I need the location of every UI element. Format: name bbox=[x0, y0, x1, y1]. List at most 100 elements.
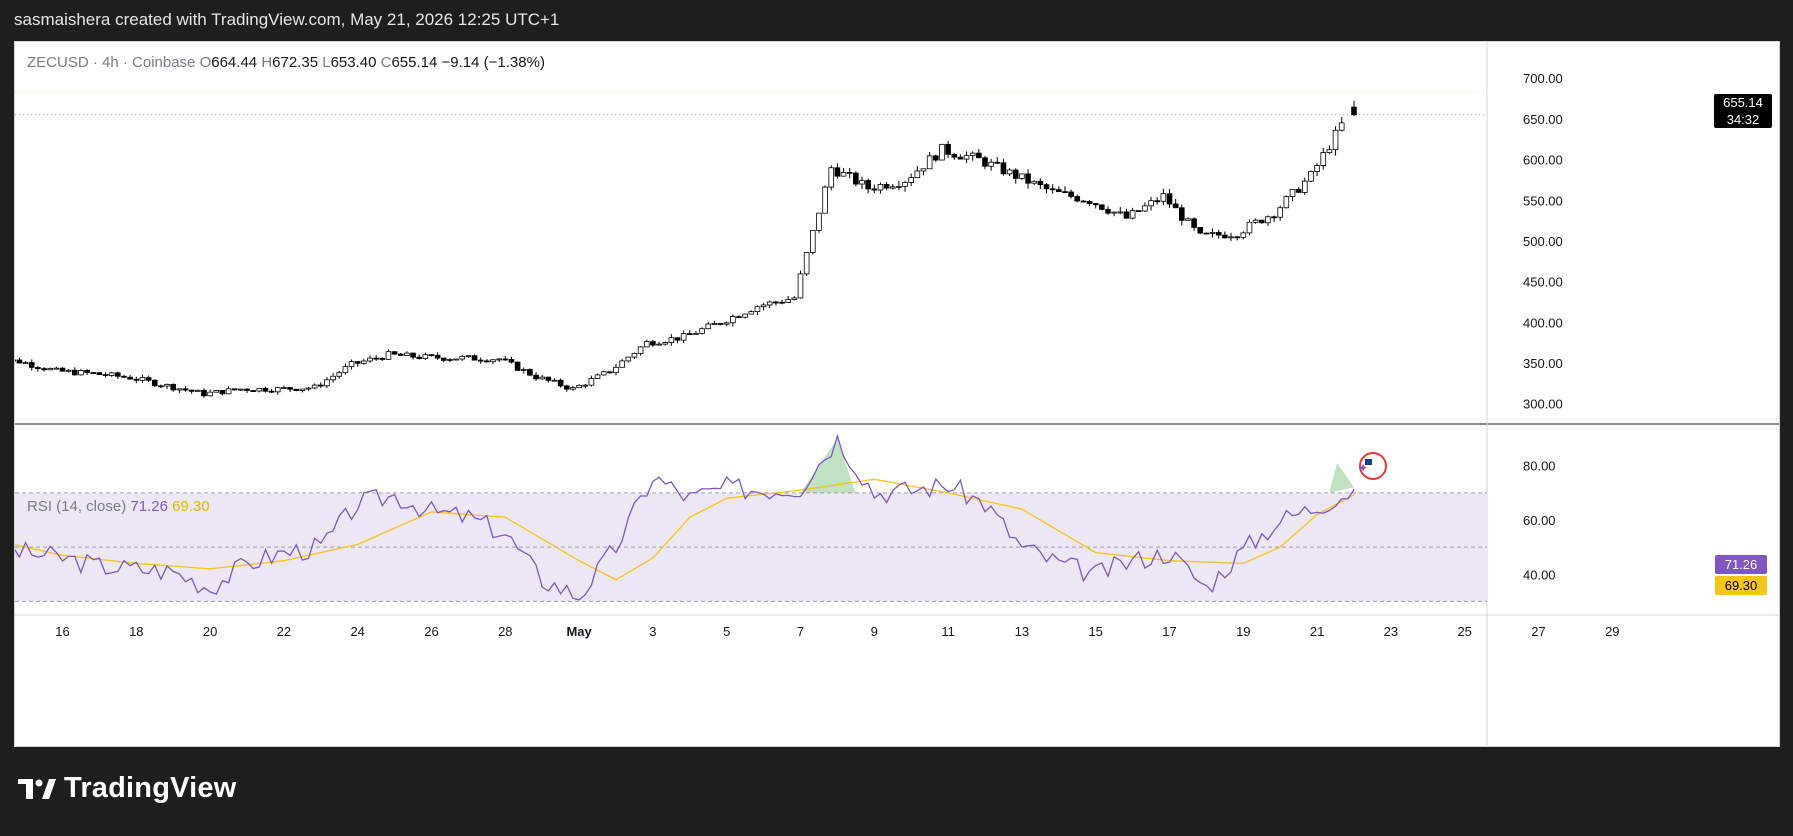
candle-body bbox=[268, 390, 275, 393]
candle-body bbox=[1215, 231, 1222, 236]
candle-body bbox=[465, 355, 472, 358]
candle-body bbox=[72, 369, 78, 376]
candle-body bbox=[1068, 191, 1074, 197]
candle-body bbox=[822, 186, 828, 214]
candle-body bbox=[15, 359, 17, 362]
last-price-value: 655.14 bbox=[1723, 95, 1763, 110]
candle-body bbox=[1092, 203, 1099, 206]
candle-body bbox=[1111, 211, 1117, 214]
candle-body bbox=[514, 361, 521, 371]
candle-body bbox=[1302, 180, 1308, 193]
candle-body bbox=[803, 252, 810, 275]
candle-body bbox=[945, 143, 951, 155]
candle-body bbox=[47, 368, 53, 371]
candle-body bbox=[428, 354, 435, 357]
candle-body bbox=[889, 186, 896, 189]
candle-body bbox=[1012, 169, 1019, 179]
time-tick-label: 23 bbox=[1384, 624, 1398, 639]
candle-body bbox=[791, 297, 798, 300]
candle-body bbox=[1191, 218, 1197, 228]
candle-body bbox=[1043, 184, 1050, 190]
rsi-ma-line bbox=[15, 478, 1355, 581]
time-tick-label: 9 bbox=[871, 624, 878, 639]
candle-body bbox=[41, 368, 47, 371]
candle-body bbox=[502, 358, 509, 361]
candle-body bbox=[1105, 208, 1111, 214]
candle-body bbox=[527, 369, 533, 376]
candle-body bbox=[317, 384, 324, 387]
candle-body bbox=[330, 375, 336, 381]
time-tick-label: 13 bbox=[1015, 624, 1029, 639]
candle-body bbox=[754, 306, 761, 313]
candle-body bbox=[59, 367, 66, 372]
ohlc-legend: ZECUSD · 4h · Coinbase O664.44 H672.35 L… bbox=[27, 54, 545, 71]
candle-body bbox=[354, 361, 361, 364]
candle-body bbox=[699, 328, 705, 334]
candle-body bbox=[625, 356, 632, 362]
candle-body bbox=[342, 366, 349, 374]
candle-body bbox=[939, 143, 945, 161]
candle-body bbox=[361, 360, 367, 364]
candle-body bbox=[348, 361, 355, 368]
candle-body bbox=[748, 311, 755, 315]
candle-body bbox=[1025, 173, 1031, 184]
close-label: C bbox=[380, 54, 392, 71]
candle-body bbox=[680, 333, 687, 341]
candle-body bbox=[1197, 227, 1204, 234]
high-label: H bbox=[261, 54, 273, 71]
candle-body bbox=[127, 376, 133, 380]
candle-body bbox=[668, 337, 675, 343]
rsi-tick-label: 80.00 bbox=[1523, 459, 1556, 474]
candle-body bbox=[883, 184, 890, 189]
candle-body bbox=[908, 177, 914, 183]
candle-body bbox=[588, 378, 595, 386]
candle-body bbox=[662, 342, 668, 345]
candle-body bbox=[859, 180, 865, 185]
rsi-overbought-fill bbox=[1329, 463, 1354, 493]
price-tick-label: 350.00 bbox=[1523, 356, 1563, 371]
candle-body bbox=[1062, 191, 1068, 194]
candle-body bbox=[1129, 210, 1136, 219]
candle-body bbox=[853, 172, 859, 185]
chart-panel[interactable]: 300.00 350.00 400.00 450.00 500.00 550.00 600.… bbox=[14, 41, 1780, 747]
candle-body bbox=[1234, 236, 1240, 239]
candle-body bbox=[65, 369, 72, 372]
candle-body bbox=[391, 351, 398, 355]
time-tick-label: 21 bbox=[1310, 624, 1324, 639]
candle-body bbox=[250, 390, 256, 392]
candle-body bbox=[287, 387, 293, 390]
candle-body bbox=[22, 362, 29, 364]
chart-canvas[interactable]: 300.00 350.00 400.00 450.00 500.00 550.00 600.… bbox=[15, 42, 1779, 746]
rsi-value: 71.26 bbox=[130, 498, 168, 515]
rsi-value-badge: 71.26 bbox=[1715, 555, 1767, 574]
candle-body bbox=[533, 374, 539, 380]
sparkle-icon: ✦ bbox=[1358, 461, 1368, 475]
candle-body bbox=[840, 171, 847, 177]
candle-body bbox=[182, 388, 189, 391]
candle-body bbox=[256, 387, 263, 392]
candle-body bbox=[28, 362, 35, 368]
time-tick-label: 3 bbox=[649, 624, 656, 639]
candle-body bbox=[865, 180, 871, 190]
candle-body bbox=[201, 389, 207, 397]
price-tick-label: 700.00 bbox=[1523, 71, 1563, 86]
candle-body bbox=[115, 372, 121, 377]
symbol-label: ZECUSD · 4h · Coinbase bbox=[27, 54, 196, 71]
candle-body bbox=[440, 357, 447, 361]
candle-body bbox=[760, 304, 767, 308]
candle-body bbox=[434, 354, 441, 359]
price-tick-label: 450.00 bbox=[1523, 275, 1563, 290]
time-tick-label: 27 bbox=[1531, 624, 1545, 639]
candle-body bbox=[78, 370, 84, 376]
candle-body bbox=[410, 352, 416, 358]
candle-body bbox=[281, 387, 287, 389]
change-value: −9.14 (−1.38%) bbox=[441, 54, 545, 71]
candle-body bbox=[188, 389, 195, 392]
candle-body bbox=[1283, 196, 1290, 209]
tradingview-brand[interactable]: TradingView bbox=[18, 772, 237, 805]
rsi-line bbox=[15, 433, 1355, 601]
candle-body bbox=[84, 370, 90, 373]
candle-body bbox=[213, 390, 220, 393]
candle-body bbox=[471, 355, 478, 361]
candle-body bbox=[207, 391, 213, 397]
